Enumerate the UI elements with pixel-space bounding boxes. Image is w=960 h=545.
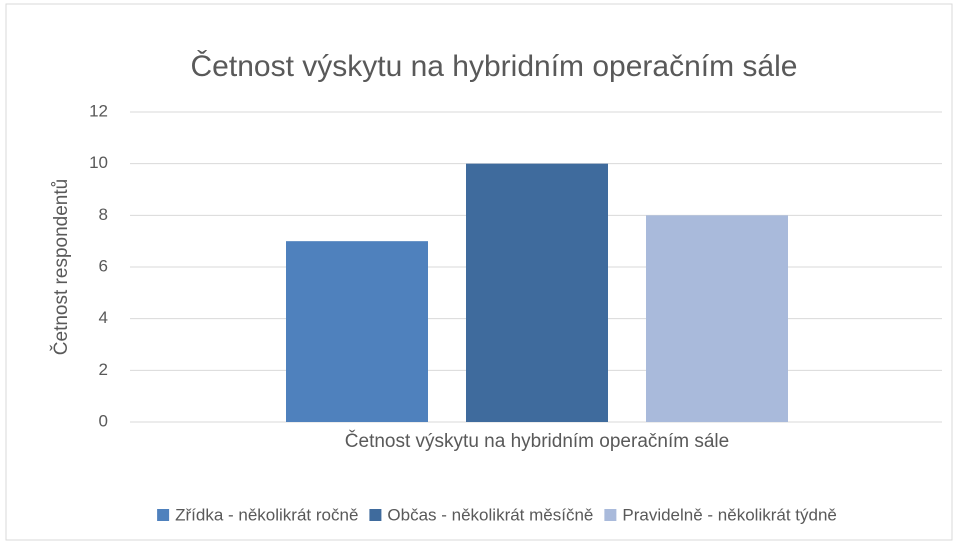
- y-tick-label: 8: [99, 205, 108, 224]
- y-tick-label: 4: [99, 308, 108, 327]
- chart-title: Četnost výskytu na hybridním operačním s…: [191, 49, 798, 83]
- legend-swatch: [157, 509, 170, 521]
- legend-label: Občas - několikrát měsíčně: [387, 505, 593, 524]
- y-tick-label: 2: [99, 360, 108, 379]
- y-tick-label: 12: [89, 101, 108, 120]
- y-tick-label: 0: [99, 411, 108, 430]
- legend-swatch: [369, 509, 382, 521]
- x-tick-label: Četnost výskytu na hybridním operačním s…: [345, 430, 729, 452]
- bar: [646, 215, 788, 422]
- legend-swatch: [604, 509, 617, 521]
- y-tick-label: 6: [99, 256, 108, 275]
- y-axis-label: Četnost respondentů: [50, 179, 72, 355]
- legend-label: Pravidelně - několikrát týdně: [622, 505, 837, 524]
- y-tick-label: 10: [89, 153, 108, 172]
- bar: [286, 241, 428, 422]
- bar: [466, 163, 608, 422]
- legend-label: Zřídka - několikrát ročně: [175, 505, 358, 524]
